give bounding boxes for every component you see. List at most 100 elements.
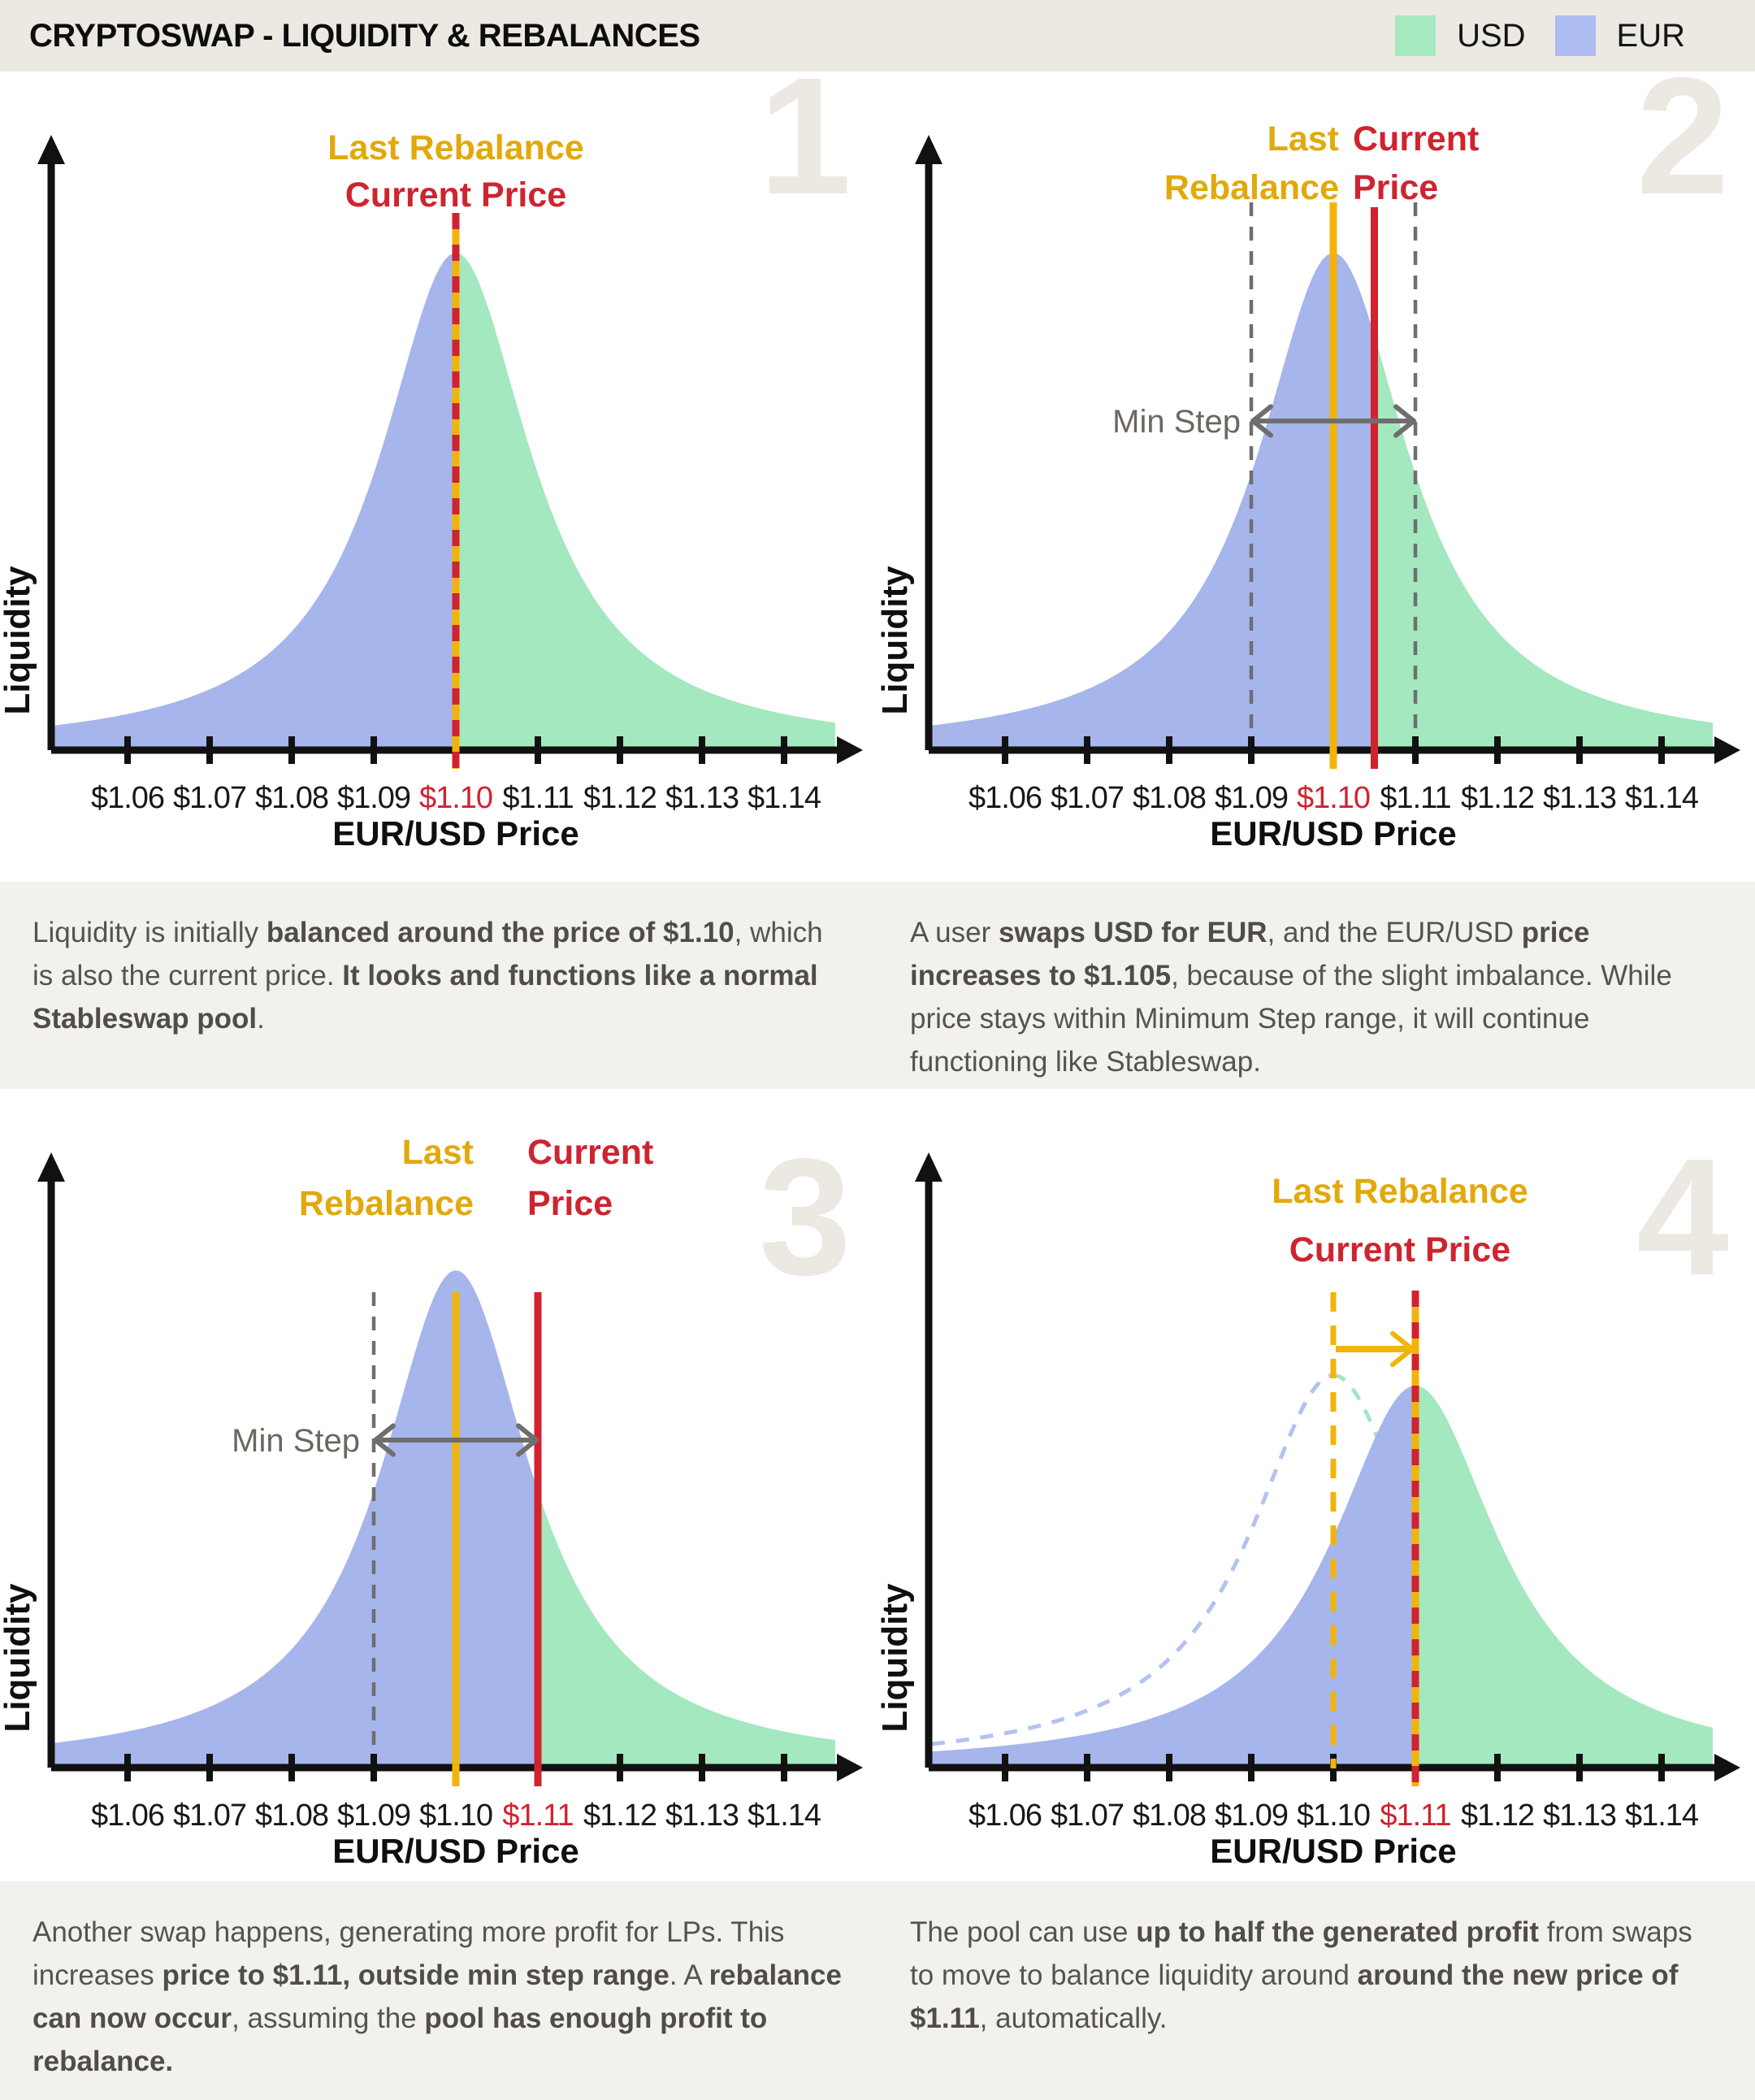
- chart-row-1: $1.06 $1.07 $1.08 $1.09 $1.10 $1.11 $1.12 $1.13…: [0, 43, 1755, 882]
- tick-label: $1.14: [748, 1798, 821, 1833]
- tick-label: $1.14: [1625, 1798, 1699, 1833]
- caption-panel-2: A user swaps USD for EUR, and the EUR/US…: [878, 882, 1755, 1089]
- tick-label: $1.14: [748, 781, 821, 815]
- liquidity-chart-1: $1.06 $1.07 $1.08 $1.09 $1.10 $1.11 $1.12 $1.13…: [0, 43, 863, 853]
- tick-label: $1.13: [1543, 781, 1616, 815]
- tick-label: $1.10: [419, 781, 492, 815]
- tick-label: $1.08: [255, 781, 328, 815]
- current-price-label: Current: [527, 1133, 653, 1172]
- caption-bold-text: pool has enough profit to rebalance.: [32, 2002, 768, 2077]
- tick-label: $1.12: [1461, 781, 1534, 815]
- eur-liquidity-area: [932, 1386, 1415, 1768]
- last-rebalance-label: Rebalance: [299, 1184, 474, 1223]
- tick-label: $1.07: [173, 781, 246, 815]
- caption-bold-text: around the new price of $1.11: [910, 1959, 1679, 2034]
- tick-label: $1.13: [665, 1798, 739, 1833]
- legend-item-eur: EUR: [1554, 15, 1685, 56]
- caption-text: Liquidity is initially: [32, 917, 266, 948]
- last-rebalance-label: Last: [402, 1133, 474, 1172]
- caption-text: , and the EUR/USD: [1267, 917, 1522, 948]
- arrowhead-icon: [373, 1423, 396, 1457]
- tick-label: $1.10: [1297, 1798, 1370, 1833]
- tick-label: $1.08: [255, 1798, 328, 1833]
- y-axis-title: Liquidity: [0, 566, 37, 715]
- eur-liquidity-area: [54, 1270, 538, 1768]
- liquidity-chart-3: $1.06 $1.07 $1.08 $1.09 $1.10 $1.11 $1.12 $1.13…: [0, 1124, 863, 1870]
- tick-label: $1.09: [1215, 781, 1288, 815]
- caption-text: , because of the slight imbalance. While…: [910, 960, 1672, 1078]
- last-rebalance-label: Rebalance: [1164, 168, 1339, 207]
- arrowhead-icon: [516, 1423, 539, 1457]
- arrowhead-icon: [1390, 1330, 1415, 1368]
- x-axis-arrow-icon: [1714, 1754, 1740, 1781]
- tick-label: $1.08: [1133, 781, 1206, 815]
- caption-bold-text: It looks and functions like a normal Sta…: [32, 960, 818, 1035]
- usd-liquidity-area: [1415, 1386, 1713, 1768]
- tick-label: $1.13: [665, 781, 739, 815]
- panel-number: 4: [1636, 1124, 1729, 1310]
- panel-2: $1.06 $1.07 $1.08 $1.09 $1.10 $1.11 $1.12 $1.13…: [875, 43, 1755, 882]
- usd-liquidity-area: [538, 1490, 835, 1768]
- header-bar: CRYPTOSWAP - LIQUIDITY & REBALANCES USD …: [0, 0, 1755, 72]
- panel-number: 3: [759, 1124, 852, 1310]
- tick-label: $1.12: [1461, 1798, 1534, 1833]
- tick-label: $1.09: [337, 781, 410, 815]
- legend-label-usd: USD: [1457, 17, 1526, 54]
- x-axis-arrow-icon: [837, 736, 863, 764]
- liquidity-chart-4: $1.06 $1.07 $1.08 $1.09 $1.10 $1.11 $1.12 $1.13…: [875, 1124, 1740, 1870]
- panel-1: $1.06 $1.07 $1.08 $1.09 $1.10 $1.11 $1.12 $1.13…: [0, 43, 878, 882]
- tick-label: $1.11: [1380, 781, 1450, 815]
- caption-bold-text: swaps USD for EUR: [998, 917, 1268, 948]
- min-step-label: Min Step: [232, 1423, 360, 1459]
- caption-panel-1: Liquidity is initially balanced around t…: [0, 882, 878, 1089]
- y-axis-arrow-icon: [37, 135, 65, 164]
- caption-text: Another swap happens, generating more pr…: [32, 1916, 785, 1991]
- last-rebalance-label: Last Rebalance: [327, 128, 583, 167]
- eur-liquidity-area: [54, 253, 456, 750]
- x-axis-arrow-icon: [837, 1754, 863, 1781]
- current-price-label: Current: [1353, 119, 1479, 158]
- caption-row-1: Liquidity is initially balanced around t…: [0, 882, 1755, 1089]
- caption-text: , assuming the: [232, 2002, 425, 2034]
- caption-text: , which is also the current price.: [32, 917, 823, 991]
- caption-bold-text: price increases to $1.105: [910, 917, 1590, 991]
- y-axis-title: Liquidity: [0, 1583, 37, 1733]
- tick-label: $1.12: [583, 1798, 656, 1833]
- y-axis-arrow-icon: [915, 1152, 942, 1182]
- panel-4: $1.06 $1.07 $1.08 $1.09 $1.10 $1.11 $1.12 $1.13…: [875, 1089, 1755, 1881]
- tick-label: $1.09: [337, 1798, 410, 1833]
- current-price-label: Current Price: [1289, 1230, 1510, 1269]
- tick-label: $1.08: [1133, 1798, 1206, 1833]
- last-rebalance-label: Last: [1268, 119, 1339, 158]
- legend: USD EUR: [1395, 15, 1755, 56]
- last-rebalance-label: Last Rebalance: [1272, 1172, 1528, 1211]
- caption-row-2: Another swap happens, generating more pr…: [0, 1881, 1755, 2100]
- caption-bold-text: rebalance can now occur: [32, 1959, 842, 2034]
- tick-label: $1.13: [1543, 1798, 1616, 1833]
- tick-label: $1.11: [502, 781, 573, 815]
- panel-3: $1.06 $1.07 $1.08 $1.09 $1.10 $1.11 $1.12 $1.13…: [0, 1089, 878, 1881]
- x-axis-title: EUR/USD Price: [332, 1832, 578, 1870]
- caption-text: . A: [669, 1959, 709, 1991]
- usd-liquidity-area: [1374, 335, 1713, 750]
- caption-panel-3: Another swap happens, generating more pr…: [0, 1881, 878, 2100]
- caption-panel-4: The pool can use up to half the generate…: [878, 1881, 1755, 2100]
- current-price-label: Current Price: [345, 176, 566, 215]
- caption-bold-text: balanced around the price of $1.10: [266, 917, 734, 948]
- arrowhead-icon: [1393, 404, 1416, 438]
- caption-text: , automatically.: [979, 2002, 1168, 2034]
- current-price-label: Price: [1353, 168, 1438, 207]
- tick-label: $1.10: [419, 1798, 492, 1833]
- caption-text: A user: [910, 917, 999, 948]
- caption-text: The pool can use: [910, 1916, 1137, 1948]
- y-axis-arrow-icon: [37, 1152, 65, 1182]
- x-axis-arrow-icon: [1714, 736, 1740, 764]
- tick-label: $1.07: [173, 1798, 246, 1833]
- tick-label: $1.11: [1380, 1798, 1450, 1833]
- liquidity-chart-2: $1.06 $1.07 $1.08 $1.09 $1.10 $1.11 $1.12 $1.13…: [875, 43, 1740, 853]
- legend-item-usd: USD: [1395, 15, 1526, 56]
- y-axis-title: Liquidity: [878, 1583, 915, 1733]
- min-step-label: Min Step: [1112, 404, 1241, 440]
- y-axis-arrow-icon: [915, 135, 942, 164]
